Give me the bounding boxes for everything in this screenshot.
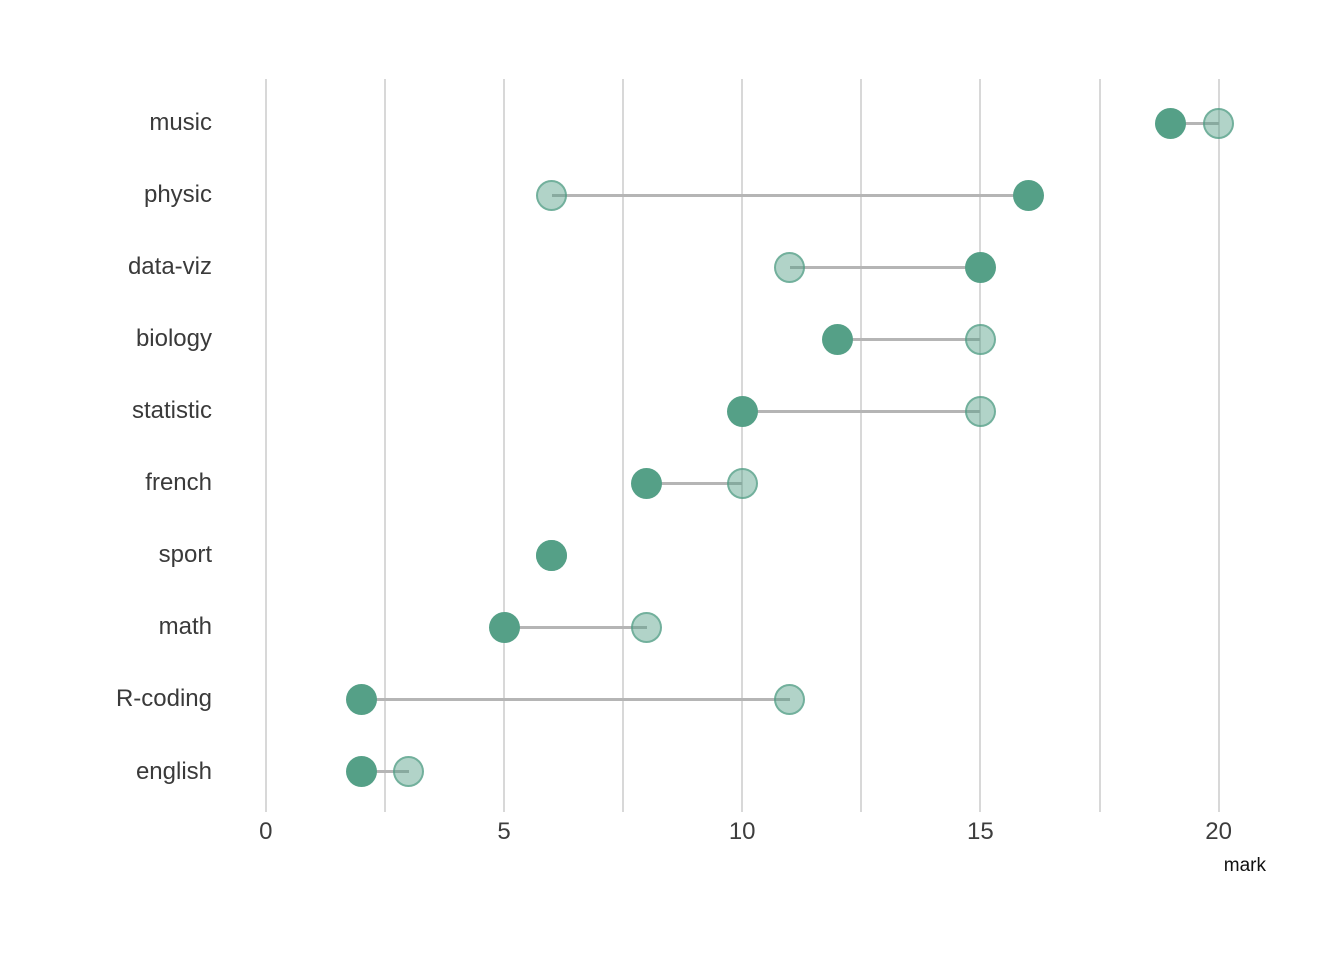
x-tick-label: 0 — [259, 818, 273, 845]
gridline — [503, 79, 505, 812]
dark-dot — [345, 683, 377, 715]
connector-line — [551, 193, 1029, 197]
dark-dot — [1012, 179, 1044, 211]
connector-line — [837, 337, 981, 341]
x-axis-label: mark — [1223, 855, 1266, 876]
category-label: physic — [143, 181, 212, 209]
category-label: english — [135, 757, 212, 785]
category-label: statistic — [131, 397, 212, 425]
x-tick-label: 20 — [1205, 818, 1232, 845]
light-dot — [774, 251, 806, 283]
category-label: biology — [135, 325, 212, 353]
dark-dot — [964, 251, 996, 283]
dark-dot — [488, 611, 520, 643]
category-label: music — [149, 109, 212, 136]
dark-dot — [821, 323, 853, 355]
x-tick-label: 5 — [497, 818, 511, 845]
light-dot — [631, 611, 663, 643]
light-dot — [964, 395, 996, 427]
gridline — [741, 79, 744, 812]
category-label: R-coding — [115, 685, 212, 713]
light-dot — [536, 179, 568, 211]
dark-dot — [631, 467, 663, 499]
light-dot — [726, 467, 758, 499]
gridline — [1098, 79, 1101, 812]
dark-dot — [345, 756, 377, 788]
gridline — [264, 79, 267, 812]
category-label: math — [158, 613, 212, 641]
connector-line — [742, 409, 981, 413]
light-dot — [964, 323, 996, 355]
gridline — [622, 79, 625, 812]
gridline — [383, 79, 386, 812]
category-label: data-viz — [127, 253, 212, 281]
gridline — [1217, 79, 1220, 812]
dark-dot — [536, 539, 568, 571]
light-dot — [393, 756, 425, 788]
connector-line — [504, 625, 647, 629]
category-label: french — [145, 469, 212, 497]
gridline — [860, 79, 863, 812]
light-dot — [774, 683, 806, 715]
connector-line — [361, 697, 790, 701]
gridline — [979, 79, 982, 812]
dark-dot — [1155, 107, 1187, 139]
dark-dot — [726, 395, 758, 427]
category-label: sport — [158, 541, 212, 569]
x-tick-label: 10 — [728, 818, 756, 845]
light-dot — [1203, 107, 1235, 139]
connector-line — [646, 481, 743, 485]
x-tick-label: 15 — [967, 818, 994, 845]
connector-line — [1170, 121, 1219, 125]
connector-line — [789, 265, 981, 269]
connector-line — [361, 770, 409, 774]
